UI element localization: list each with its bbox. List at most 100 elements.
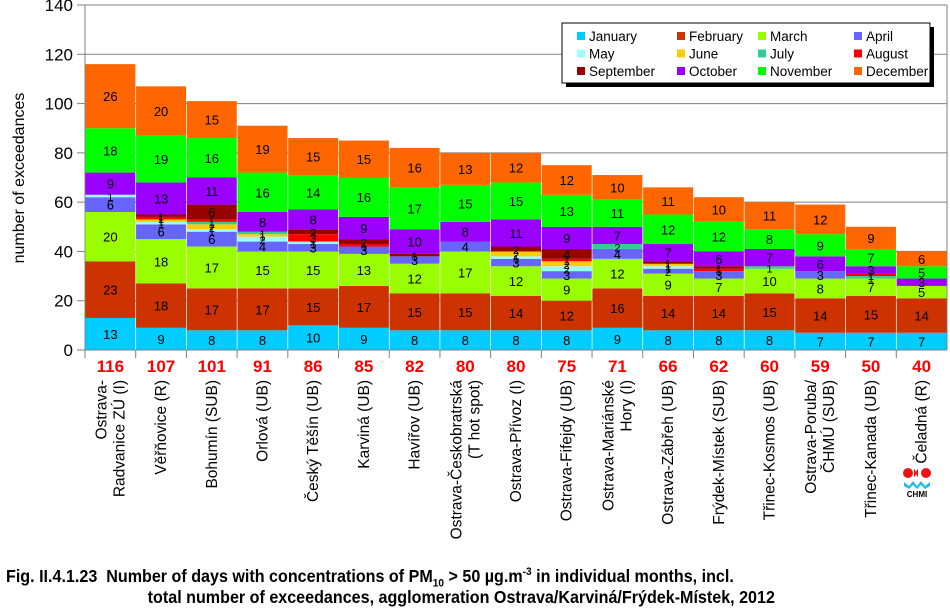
data-label: 14 bbox=[661, 306, 675, 321]
data-label: 3 bbox=[817, 268, 824, 283]
data-label: 9 bbox=[817, 238, 824, 253]
figure-number: Fig. II.4.1.23 bbox=[6, 566, 98, 586]
data-label: 12 bbox=[407, 272, 421, 287]
bar-segment-march bbox=[237, 251, 288, 289]
data-label: 16 bbox=[407, 161, 421, 176]
total-label: 50 bbox=[861, 357, 880, 376]
bar-segment-august bbox=[693, 268, 744, 272]
bar-segment-september bbox=[338, 239, 389, 245]
bar-segment-august bbox=[288, 234, 339, 242]
legend-label-november: November bbox=[770, 64, 833, 79]
bar-segment-april bbox=[136, 224, 187, 240]
bar-segment-march bbox=[845, 278, 896, 296]
data-label: 1 bbox=[158, 214, 164, 226]
bar-segment-march bbox=[288, 251, 339, 289]
data-label: 3 bbox=[310, 231, 317, 246]
bar-segment-march bbox=[440, 251, 491, 294]
legend-label-february: February bbox=[689, 29, 743, 44]
chmi-logo: CHMI bbox=[902, 466, 932, 499]
category-label: Bohumín (SUB) bbox=[204, 380, 221, 489]
data-label: 8 bbox=[259, 215, 266, 230]
caption-text-1a: Number of days with concentrations of PM bbox=[106, 566, 433, 586]
bar-segment-december bbox=[85, 64, 136, 129]
data-label: 7 bbox=[918, 334, 925, 349]
data-label: 3 bbox=[360, 243, 367, 258]
data-label: 2 bbox=[614, 243, 620, 255]
bar-segment-december bbox=[136, 86, 187, 136]
bar-segment-may bbox=[491, 256, 541, 259]
legend-swatch-january bbox=[577, 32, 585, 40]
data-label: 8 bbox=[310, 212, 317, 227]
bar-segment-may bbox=[186, 229, 237, 232]
y-tick-label: 40 bbox=[54, 242, 73, 261]
category-label: Ostrava-Přívoz (I) bbox=[508, 380, 525, 502]
legend-label-september: September bbox=[589, 64, 656, 79]
bar-segment-february bbox=[136, 283, 187, 328]
data-label: 18 bbox=[154, 299, 168, 314]
bar-segment-january bbox=[85, 317, 136, 350]
bar-segment-october bbox=[896, 278, 947, 286]
data-label: 19 bbox=[255, 142, 269, 157]
data-label: 3 bbox=[310, 241, 317, 256]
chmi-logo-icon: CHMI bbox=[903, 468, 931, 499]
y-tick-label: 0 bbox=[64, 341, 73, 360]
bar-segment-march bbox=[643, 273, 694, 296]
data-label: 1 bbox=[868, 273, 874, 285]
legend-swatch-march bbox=[758, 32, 766, 40]
bar-segment-march bbox=[389, 263, 440, 294]
bar-segment-august bbox=[338, 244, 389, 247]
category-label: ČHMÚ (SUB) bbox=[821, 380, 838, 473]
bar-segment-january bbox=[795, 332, 846, 350]
category-label: Věřňovice (R) bbox=[153, 380, 170, 475]
data-label: 2 bbox=[259, 235, 265, 247]
bar-segment-january bbox=[237, 330, 288, 350]
bar-segment-february bbox=[389, 293, 440, 331]
data-label: 15 bbox=[458, 196, 472, 211]
bar-segment-january bbox=[541, 330, 592, 350]
data-label: 23 bbox=[103, 283, 117, 298]
data-label: 12 bbox=[661, 222, 675, 237]
category-label: Ostrava-Fifejdy (UB) bbox=[559, 380, 576, 521]
data-label: 10 bbox=[407, 235, 421, 250]
bar-segment-november bbox=[237, 172, 288, 212]
data-label: 1 bbox=[209, 217, 215, 229]
bar-segment-february bbox=[186, 288, 237, 331]
legend-swatch-july bbox=[758, 49, 766, 58]
bar-segment-december bbox=[186, 101, 237, 139]
y-axis-label: number of exceedances bbox=[11, 93, 28, 264]
y-axis: 0 20 40 60 80 100 120 140 bbox=[45, 0, 86, 360]
total-label: 66 bbox=[659, 357, 678, 376]
data-label: 16 bbox=[205, 151, 219, 166]
bar-segment-january bbox=[338, 327, 389, 350]
bar-segment-march bbox=[693, 278, 744, 296]
total-label: 101 bbox=[198, 357, 226, 376]
bar-segment-november bbox=[896, 266, 947, 279]
bar-stack: 13 23 20 619 18 26 bbox=[85, 64, 136, 350]
data-label: 8 bbox=[462, 225, 469, 240]
bar-segment-january bbox=[136, 327, 187, 350]
legend-swatch-december bbox=[854, 67, 862, 75]
legend-swatch-april bbox=[854, 32, 862, 40]
data-label: 12 bbox=[610, 267, 624, 282]
bar-segment-february bbox=[85, 261, 136, 318]
data-label: 20 bbox=[103, 230, 117, 245]
data-label: 6 bbox=[817, 257, 824, 272]
bar-segment-february bbox=[541, 300, 592, 331]
bar-segment-november bbox=[389, 187, 440, 230]
bar-segment-november bbox=[338, 177, 389, 217]
legend-swatch-february bbox=[677, 32, 685, 40]
category-label: Hory (I) bbox=[618, 380, 635, 432]
data-label: 8 bbox=[665, 333, 672, 348]
bar-segment-june bbox=[237, 234, 288, 237]
data-label: 18 bbox=[154, 254, 168, 269]
legend-box bbox=[561, 22, 931, 84]
bar-segment-february bbox=[693, 295, 744, 331]
data-label: 9 bbox=[563, 231, 570, 246]
data-label: 13 bbox=[103, 327, 117, 342]
y-tick-label: 80 bbox=[54, 144, 73, 163]
data-label: 3 bbox=[918, 275, 925, 290]
bar-segment-november bbox=[845, 248, 896, 267]
data-label: 11 bbox=[661, 194, 675, 209]
